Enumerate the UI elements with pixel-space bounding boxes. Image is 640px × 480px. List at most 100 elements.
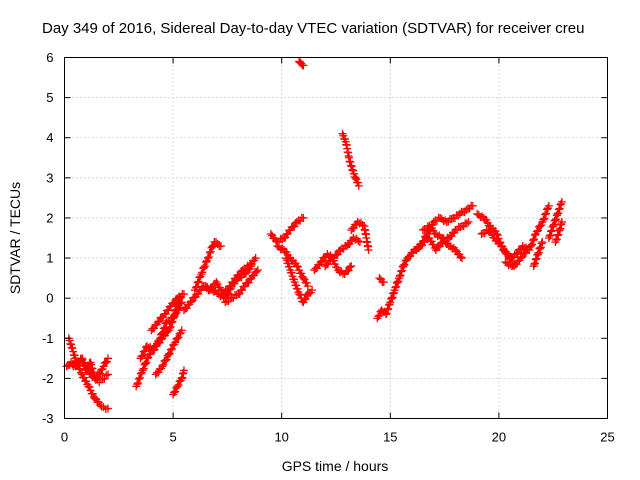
data-point-marker (179, 366, 188, 375)
y-tick-label: 2 (46, 210, 53, 225)
data-point-marker (347, 162, 356, 171)
y-tick-label: 3 (46, 170, 53, 185)
data-point-marker (400, 260, 409, 269)
data-point-marker (208, 242, 217, 251)
data-point-marker (266, 229, 275, 238)
data-point-marker (201, 262, 210, 271)
data-point-marker (396, 271, 405, 280)
data-point-marker (179, 290, 188, 299)
chart-title: Day 349 of 2016, Sidereal Day-to-day VTE… (42, 20, 584, 37)
data-point-marker (194, 277, 203, 286)
data-point-marker (224, 289, 233, 298)
data-point-marker (166, 345, 175, 354)
data-point-marker (397, 267, 406, 276)
data-point-marker (550, 216, 559, 225)
data-point-marker (435, 242, 444, 251)
data-point-marker (354, 237, 363, 246)
data-point-marker (301, 294, 310, 303)
data-point-marker (292, 262, 301, 271)
data-point-marker (538, 238, 547, 247)
data-point-marker (138, 351, 147, 360)
data-point-marker (539, 215, 548, 224)
data-point-marker (203, 254, 212, 263)
data-point-marker (156, 334, 165, 343)
data-point-marker (171, 387, 180, 396)
data-point-marker (136, 369, 145, 378)
data-point-marker (347, 262, 356, 271)
data-point-marker (512, 250, 521, 259)
data-point-marker (192, 282, 201, 291)
data-point-marker (151, 341, 160, 350)
data-point-marker (552, 215, 561, 224)
data-point-marker (153, 318, 162, 327)
data-point-marker (364, 246, 373, 255)
data-point-marker (348, 165, 357, 174)
data-point-marker (557, 217, 566, 226)
data-point-marker (173, 382, 182, 391)
data-point-marker (303, 282, 312, 291)
data-point-marker (158, 362, 167, 371)
data-point-marker (531, 255, 540, 264)
data-point-marker (391, 283, 400, 292)
data-point-marker (299, 61, 308, 70)
data-point-marker (159, 360, 168, 369)
data-point-marker (392, 278, 401, 287)
data-point-marker (165, 349, 174, 358)
data-point-marker (170, 388, 179, 397)
data-point-marker (168, 344, 177, 353)
data-point-marker (141, 359, 150, 368)
data-point-marker (464, 217, 473, 226)
data-point-marker (197, 270, 206, 279)
points-layer (62, 57, 566, 414)
data-point-marker (103, 370, 112, 379)
data-point-marker (142, 358, 151, 367)
data-point-marker (451, 246, 460, 255)
data-point-marker (161, 356, 170, 365)
x-tick-label: 0 (61, 430, 68, 445)
data-point-marker (399, 262, 408, 271)
data-point-marker (212, 278, 221, 287)
data-point-marker (139, 364, 148, 373)
data-point-marker (551, 215, 560, 224)
data-point-marker (149, 346, 158, 355)
data-point-marker (198, 268, 207, 277)
data-point-marker (76, 368, 85, 377)
data-point-marker (531, 259, 540, 268)
data-point-marker (345, 263, 354, 272)
data-point-marker (308, 286, 317, 295)
data-point-marker (536, 244, 545, 253)
data-point-marker (395, 272, 404, 281)
data-point-marker (290, 222, 299, 231)
data-point-marker (69, 362, 78, 371)
data-point-marker (170, 340, 179, 349)
data-point-marker (393, 278, 402, 287)
data-point-marker (553, 231, 562, 240)
data-point-marker (557, 197, 566, 206)
data-point-marker (96, 369, 105, 378)
data-point-marker (152, 340, 161, 349)
data-point-marker (507, 262, 516, 271)
data-point-marker (529, 236, 538, 245)
data-point-marker (532, 254, 541, 263)
data-point-marker (103, 404, 112, 413)
data-point-marker (171, 305, 180, 314)
data-point-marker (462, 219, 471, 228)
data-point-marker (103, 354, 112, 363)
data-point-marker (169, 311, 178, 320)
data-point-marker (557, 199, 566, 208)
data-point-marker (69, 347, 78, 356)
x-axis-label: GPS time / hours (282, 458, 389, 474)
data-point-marker (389, 289, 398, 298)
data-point-marker (201, 258, 210, 267)
data-point-marker (191, 283, 200, 292)
data-point-marker (162, 355, 171, 364)
data-point-marker (150, 345, 159, 354)
data-point-marker (355, 238, 364, 247)
data-point-marker (295, 290, 304, 299)
data-point-marker (138, 366, 147, 375)
data-point-marker (135, 373, 144, 382)
data-point-marker (299, 274, 308, 283)
data-point-marker (549, 221, 558, 230)
data-point-marker (137, 352, 146, 361)
data-point-marker (159, 324, 168, 333)
